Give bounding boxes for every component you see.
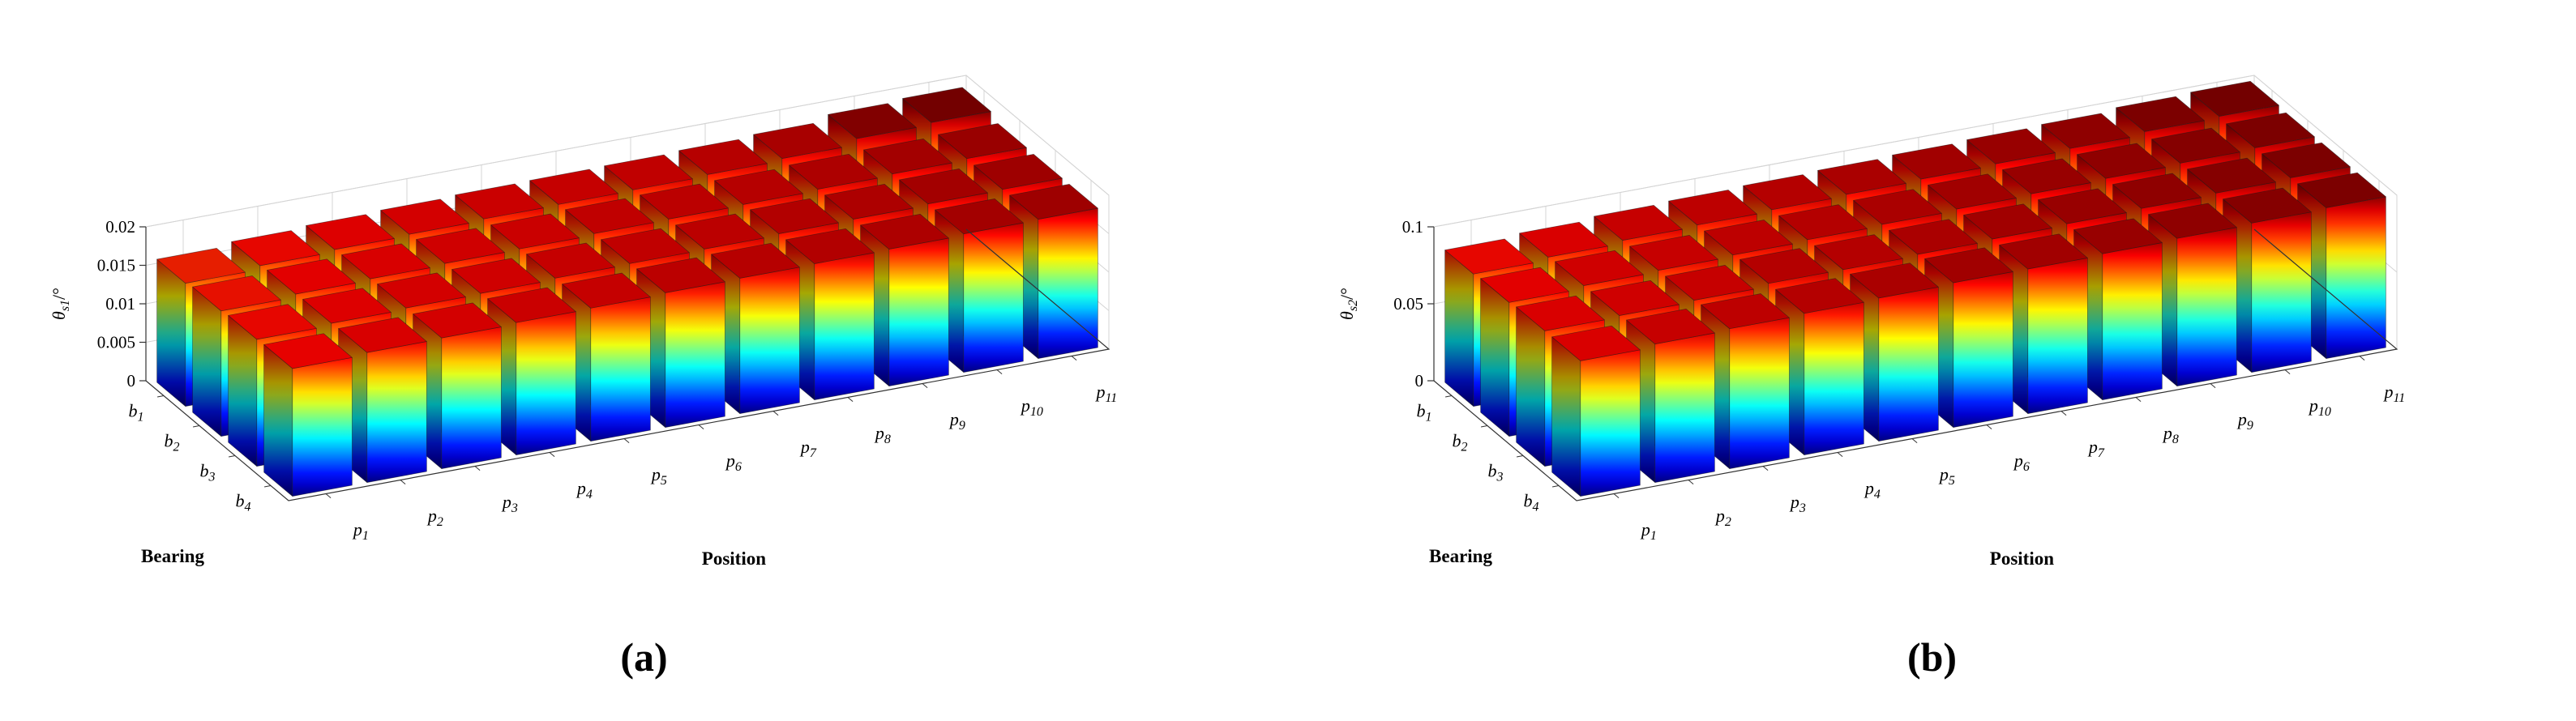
x-tick	[1688, 480, 1694, 484]
z-tick-label: 0.015	[97, 256, 135, 275]
caption-b: (b)	[1906, 634, 1958, 680]
y-tick-label: b2	[1453, 431, 1468, 454]
y-tick-label: b1	[1417, 401, 1432, 424]
x-tick-label: p1	[1640, 519, 1657, 543]
x-tick	[474, 466, 481, 471]
y-tick-label: b2	[165, 431, 180, 454]
x-tick	[1613, 493, 1620, 498]
z-tick-label: 0	[1415, 371, 1424, 390]
bar3d-chart-b: 0 0.05 0.1 p1 p2 p3 p4 p5 p6 p7 p8 p9 p10 p11 b1 b2 b3 b4…	[1337, 75, 2405, 569]
y-tick-label: b4	[1524, 491, 1539, 514]
x-tick	[1837, 452, 1843, 457]
z-axis-title: θs2/°	[1337, 288, 1360, 320]
axes: 0 0.05 0.1 p1 p2 p3 p4 p5 p6 p7 p8 p9 p10 p11 b1 b2 b3 b4…	[1337, 217, 2405, 569]
x-tick	[400, 480, 406, 484]
x-tick	[1911, 438, 1918, 443]
bar	[935, 198, 1024, 373]
y-tick	[1517, 455, 1524, 458]
x-tick	[2359, 356, 2365, 360]
x-tick	[2284, 369, 2291, 374]
x-tick	[922, 383, 928, 388]
y-tick-label: b3	[1488, 461, 1504, 484]
y-tick	[157, 395, 165, 398]
x-tick-label: p9	[948, 409, 965, 433]
z-axis-title: θs1/°	[49, 288, 72, 320]
x-tick-label: p7	[799, 437, 817, 460]
bars	[156, 87, 1098, 497]
x-tick-label: p10	[1020, 395, 1043, 419]
x-tick-label: p9	[2236, 409, 2253, 433]
x-tick-label: p6	[725, 450, 742, 474]
bar	[263, 333, 353, 497]
z-tick-label: 0.05	[1393, 294, 1423, 314]
x-tick	[549, 452, 555, 457]
z-tick-label: 0.1	[1402, 217, 1423, 237]
y-tick	[264, 485, 272, 488]
x-axis-title: Position	[702, 548, 766, 569]
x-tick-label: p3	[1789, 492, 1806, 515]
x-tick	[2060, 411, 2067, 416]
bar3d-chart-a: 0 0.005 0.01 0.015 0.02 p1 p2 p3 p4 p5 p6 p7 p8 p9 p10…	[49, 75, 1117, 569]
x-tick-label: p10	[2308, 395, 2331, 419]
z-tick-label: 0.02	[105, 217, 135, 237]
x-tick	[2135, 397, 2142, 402]
x-tick	[1762, 466, 1769, 471]
z-tick-label: 0	[127, 371, 136, 390]
x-tick	[1986, 424, 1992, 429]
x-axis-title: Position	[1990, 548, 2054, 569]
x-tick-label: p11	[1094, 382, 1117, 405]
y-tick-label: b3	[200, 461, 216, 484]
y-tick-label: b1	[129, 401, 144, 424]
y-tick	[229, 455, 236, 458]
bar	[413, 302, 502, 469]
chart-panel-b: 0 0.05 0.1 p1 p2 p3 p4 p5 p6 p7 p8 p9 p10 p11 b1 b2 b3 b4…	[1288, 0, 2576, 721]
x-tick-label: p4	[1864, 478, 1881, 501]
x-tick	[325, 493, 332, 498]
x-tick-label: p5	[1938, 464, 1955, 488]
bars	[1444, 80, 2386, 497]
caption-a: (a)	[620, 634, 668, 680]
x-tick	[772, 411, 779, 416]
x-tick-label: p8	[2162, 423, 2179, 446]
x-tick-label: p1	[352, 519, 369, 543]
y-tick	[1481, 425, 1488, 428]
x-tick-label: p6	[2013, 450, 2030, 474]
z-tick-label: 0.005	[97, 333, 135, 352]
y-tick	[193, 425, 200, 428]
x-tick	[996, 369, 1003, 374]
bar	[1551, 325, 1641, 497]
y-tick	[1445, 395, 1453, 398]
y-axis-title: Bearing	[1429, 546, 1492, 566]
x-tick	[847, 397, 854, 402]
z-tick-label: 0.01	[105, 294, 135, 314]
x-tick-label: p4	[576, 478, 593, 501]
axes: 0 0.005 0.01 0.015 0.02 p1 p2 p3 p4 p5 p6 p7 p8 p9 p10…	[49, 217, 1117, 569]
x-tick	[698, 424, 704, 429]
x-tick-label: p2	[426, 506, 443, 529]
x-tick	[2210, 383, 2216, 388]
chart-panel-a: 0 0.005 0.01 0.015 0.02 p1 p2 p3 p4 p5 p6 p7 p8 p9 p10…	[49, 75, 1117, 680]
x-tick-label: p2	[1714, 506, 1731, 529]
y-tick	[1552, 485, 1560, 488]
y-tick-label: b4	[236, 491, 251, 514]
x-tick-label: p3	[501, 492, 518, 515]
x-tick-label: p8	[874, 423, 891, 446]
x-tick-label: p7	[2087, 437, 2105, 460]
x-tick-label: p11	[2382, 382, 2405, 405]
y-axis-title: Bearing	[141, 546, 204, 566]
x-tick	[1071, 356, 1077, 360]
x-tick	[623, 438, 630, 443]
x-tick-label: p5	[650, 464, 667, 488]
